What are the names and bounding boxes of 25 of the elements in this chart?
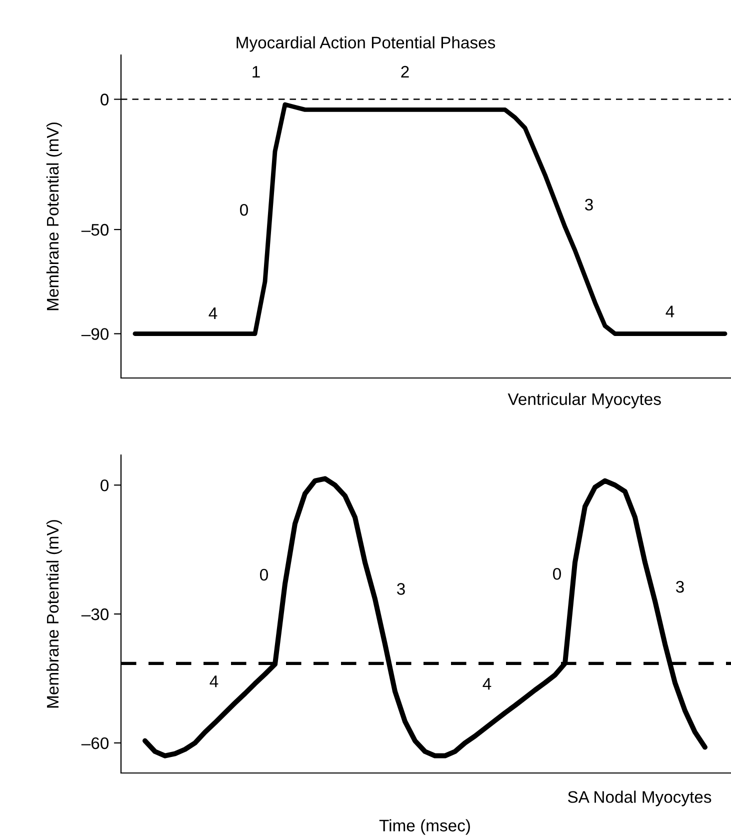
annotation: 4 — [208, 308, 218, 320]
y-tick-label: –50 — [81, 224, 109, 236]
annotation: 4 — [482, 678, 492, 690]
text: Ventricular Myocytes — [508, 392, 661, 408]
annotation: 0 — [260, 568, 268, 581]
text: SA Nodal Myocytes — [568, 790, 712, 806]
y-tick-label: –30 — [81, 608, 109, 620]
y-axis-title: Membrane Potential (mV) — [46, 520, 62, 708]
annotation: 2 — [401, 66, 409, 78]
y-tick-label: 0 — [100, 94, 109, 106]
chart-title: Myocardial Action Potential Phases — [236, 36, 496, 52]
annotation: 1 — [252, 66, 260, 78]
y-tick-label: –60 — [81, 737, 109, 750]
line-series — [132, 102, 728, 336]
annotation: 4 — [210, 676, 218, 688]
annotation: 3 — [585, 198, 593, 211]
y-tick-label: –90 — [81, 328, 109, 340]
x-axis-title: Time (msec) — [379, 819, 470, 835]
annotation: 3 — [676, 580, 684, 593]
annotation: 4 — [666, 306, 674, 318]
annotation: 0 — [553, 568, 561, 580]
annotation: 3 — [397, 583, 405, 595]
annotation: 0 — [240, 204, 248, 216]
y-axis-title: Membrane Potential (mV) — [46, 122, 62, 310]
y-tick-label: 0 — [100, 479, 109, 492]
